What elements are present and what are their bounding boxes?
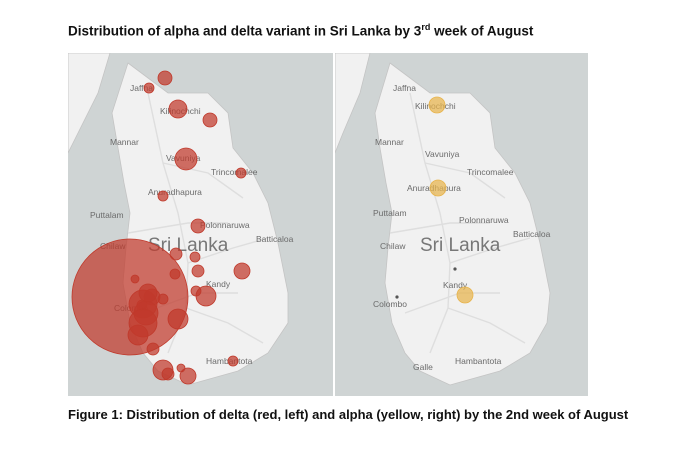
city-label-polonnaruwa: Polonnaruwa [459,215,509,225]
city-label-colombo: Colombo [373,299,407,309]
delta-case-bubble [233,262,251,280]
alpha-map-panel: JaffnaKilinochchiMannarVavuniyaTrincomal… [335,53,588,396]
alpha-map: JaffnaKilinochchiMannarVavuniyaTrincomal… [335,53,551,386]
figure-title: Distribution of alpha and delta variant … [68,22,534,39]
alpha-case-bubble [429,179,447,197]
alpha-case-bubble [456,286,474,304]
alpha-case-bubble [428,96,446,114]
delta-case-bubble [167,308,189,330]
city-label-jaffna: Jaffna [393,83,416,93]
city-label-chilaw: Chilaw [380,241,406,251]
city-dot-colombo [395,295,399,299]
city-label-trincomalee: Trincomalee [467,167,514,177]
city-label-mannar: Mannar [110,137,139,147]
delta-case-bubble [189,251,201,263]
city-dot-kandy [453,267,457,271]
city-label-vavuniya: Vavuniya [425,149,460,159]
country-label: Sri Lanka [148,235,229,256]
city-label-batticaloa: Batticaloa [256,234,294,244]
delta-case-bubble [195,285,217,307]
delta-case-bubble [169,247,183,261]
delta-case-bubble [191,264,205,278]
city-label-puttalam: Puttalam [90,210,124,220]
delta-case-bubble [176,363,186,373]
delta-case-bubble [235,167,247,179]
city-label-puttalam: Puttalam [373,208,407,218]
delta-case-bubble [146,342,160,356]
city-label-batticaloa: Batticaloa [513,229,551,239]
delta-case-bubble [227,355,239,367]
city-label-kandy: Kandy [206,279,231,289]
coast-strip [68,53,111,154]
delta-case-bubble [168,99,188,119]
coast-strip [335,53,371,154]
city-label-mannar: Mannar [375,137,404,147]
figure-caption: Figure 1: Distribution of delta (red, le… [68,407,629,422]
delta-case-bubble [143,82,155,94]
delta-case-bubble [202,112,218,128]
delta-case-bubble [179,367,197,385]
delta-case-bubble [127,324,149,346]
city-label-anuradhapura: Anuradhapura [148,187,202,197]
delta-case-bubble [190,218,206,234]
delta-case-bubble [138,283,158,303]
city-label-polonnaruwa: Polonnaruwa [200,220,250,230]
city-label-galle: Galle [413,362,433,372]
delta-map-panel: JaffnaKilinochchiMannarVavuniyaTrincomal… [68,53,333,396]
delta-case-bubble [157,293,169,305]
delta-map: JaffnaKilinochchiMannarVavuniyaTrincomal… [68,53,294,386]
city-label-kandy: Kandy [443,280,468,290]
country-label: Sri Lanka [420,235,501,256]
delta-case-bubble [174,147,198,171]
city-label-trincomalee: Trincomalee [211,167,258,177]
delta-case-bubble [161,367,175,381]
delta-case-bubble [157,190,169,202]
delta-case-bubble [157,70,173,86]
island-shape [374,62,551,386]
city-label-jaffna: Jaffna [130,83,153,93]
delta-case-bubble [71,238,189,356]
city-label-hambantota: Hambantota [455,356,502,366]
